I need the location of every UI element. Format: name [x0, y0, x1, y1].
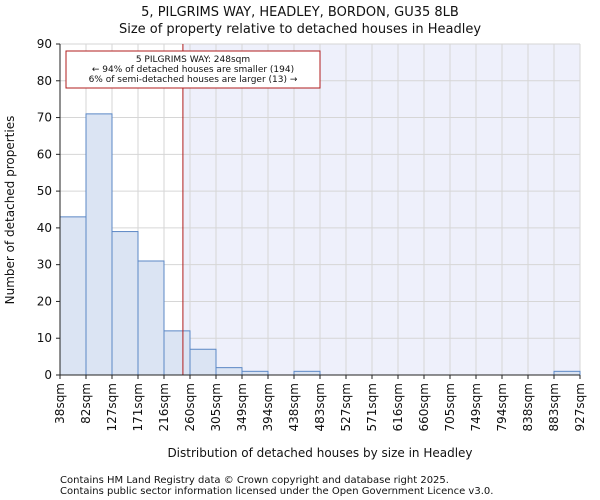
annotation-frame — [65, 50, 321, 89]
bars — [59, 113, 581, 376]
bar-305sqm — [215, 367, 243, 376]
bar-260sqm — [189, 348, 217, 376]
y-tick-label: 20 — [37, 294, 52, 308]
x-tick-label: 216sqm — [157, 383, 171, 431]
y-tick-label: 50 — [37, 184, 52, 198]
x-tick-label: 38sqm — [53, 383, 67, 424]
x-tick-label: 571sqm — [365, 383, 379, 431]
x-tick-label: 349sqm — [235, 383, 249, 431]
x-tick-label: 483sqm — [313, 383, 327, 431]
y-tick-label: 90 — [37, 37, 52, 51]
y-tick-label: 40 — [37, 221, 52, 235]
y-tick-label: 80 — [37, 74, 52, 88]
x-tick-label: 838sqm — [521, 383, 535, 431]
bar-216sqm — [163, 330, 191, 376]
x-tick-label: 305sqm — [209, 383, 223, 431]
bar-349sqm — [241, 370, 269, 376]
bar-38sqm — [59, 216, 87, 376]
y-axis-label: Number of detached properties — [3, 116, 17, 305]
y-tick-label: 70 — [37, 111, 52, 125]
annotation-line-3: 6% of semi-detached houses are larger (1… — [89, 75, 298, 85]
chart-title: 5, PILGRIMS WAY, HEADLEY, BORDON, GU35 8… — [141, 5, 459, 20]
x-axis-label: Distribution of detached houses by size … — [167, 446, 472, 460]
bar-171sqm — [137, 260, 165, 376]
annotation-line-2: ← 94% of detached houses are smaller (19… — [92, 65, 294, 75]
x-tick-label: 82sqm — [79, 383, 93, 424]
y-tick-label: 60 — [37, 147, 52, 161]
x-tick-label: 260sqm — [183, 383, 197, 431]
x-tick-label: 616sqm — [391, 383, 405, 431]
y-tick-label: 0 — [44, 368, 52, 382]
bar-438sqm — [293, 370, 321, 376]
x-tick-label: 527sqm — [339, 383, 353, 431]
x-axis-ticks: 38sqm 82sqm 127sqm 171sqm 216sqm 260sqm 305sqm… — [53, 375, 587, 431]
x-tick-label: 705sqm — [443, 383, 457, 431]
annotation-line-1: 5 PILGRIMS WAY: 248sqm — [136, 55, 250, 65]
x-tick-label: 171sqm — [131, 383, 145, 431]
y-tick-label: 30 — [37, 258, 52, 272]
shaded-region — [182, 44, 580, 375]
x-tick-label: 794sqm — [495, 383, 509, 431]
y-tick-label: 10 — [37, 331, 52, 345]
chart-subtitle: Size of property relative to detached ho… — [119, 22, 481, 37]
bar-127sqm — [111, 231, 139, 376]
x-tick-label: 438sqm — [287, 383, 301, 431]
x-tick-label: 127sqm — [105, 383, 119, 431]
x-tick-label: 927sqm — [573, 383, 587, 431]
x-tick-label: 883sqm — [547, 383, 561, 431]
footer-line-1: Contains HM Land Registry data © Crown c… — [60, 475, 449, 486]
x-tick-label: 660sqm — [417, 383, 431, 431]
bar-82sqm — [85, 113, 113, 376]
y-axis-ticks: 0 10 20 30 40 50 60 70 80 90 — [37, 37, 60, 382]
annotation-box: 5 PILGRIMS WAY: 248sqm ← 94% of detached… — [65, 50, 321, 89]
bar-883sqm — [553, 370, 581, 376]
x-tick-label: 394sqm — [261, 383, 275, 431]
footer-line-2: Contains public sector information licen… — [60, 486, 493, 497]
x-tick-label: 749sqm — [469, 383, 483, 431]
